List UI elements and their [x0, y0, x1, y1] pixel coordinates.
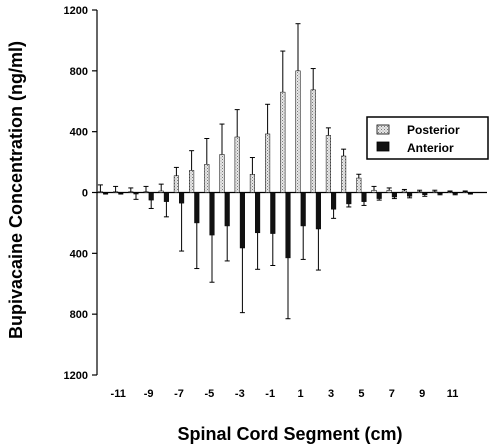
x-tick-label: 3	[328, 388, 334, 400]
posterior-bar	[417, 191, 423, 193]
anterior-bar	[346, 192, 352, 205]
y-tick-label: 400	[70, 127, 88, 139]
anterior-bar	[194, 192, 200, 224]
x-tick-label: -3	[235, 388, 245, 400]
posterior-bar	[371, 189, 377, 193]
anterior-bar	[376, 192, 382, 199]
posterior-bar	[97, 191, 103, 193]
posterior-bar	[265, 133, 271, 193]
legend-box	[366, 116, 489, 160]
anterior-bar	[467, 192, 473, 194]
anterior-bar	[103, 192, 109, 194]
anterior-bar	[285, 192, 291, 259]
x-tick-label: -1	[265, 388, 275, 400]
posterior-bar	[462, 191, 468, 193]
anterior-bar	[422, 192, 428, 196]
y-tick-label: 1200	[64, 370, 88, 382]
posterior-bar	[249, 174, 255, 193]
anterior-bar	[331, 192, 337, 210]
x-tick-label: -7	[174, 388, 184, 400]
posterior-bar	[341, 155, 347, 193]
posterior-bar	[189, 170, 195, 193]
anterior-bar	[118, 192, 124, 194]
y-tick-label: 0	[82, 188, 88, 200]
anterior-bar	[300, 192, 306, 227]
posterior-bar	[158, 190, 164, 193]
posterior-bar	[128, 191, 134, 193]
posterior-bar	[310, 89, 316, 193]
x-tick-label: -5	[205, 388, 215, 400]
posterior-bar	[401, 190, 407, 193]
posterior-bar	[219, 154, 225, 193]
y-tick-label: 800	[70, 309, 88, 321]
posterior-bar	[280, 91, 286, 193]
posterior-bar	[356, 177, 362, 193]
x-tick-label: -9	[144, 388, 154, 400]
legend: Posterior Anterior	[366, 116, 489, 160]
anterior-bar	[239, 192, 245, 249]
anterior-bar	[407, 192, 413, 197]
x-tick-label: 11	[447, 388, 459, 400]
anterior-bar	[148, 192, 154, 201]
x-axis-title: Spinal Cord Segment (cm)	[177, 424, 402, 444]
y-tick-label: 1200	[64, 5, 88, 17]
anterior-bar	[315, 192, 321, 230]
legend-swatch-posterior	[376, 124, 390, 135]
posterior-bar	[234, 136, 240, 193]
anterior-bar	[133, 192, 139, 195]
y-tick-label: 400	[70, 248, 88, 260]
anterior-bar	[452, 192, 458, 195]
y-tick-label: 800	[70, 66, 88, 78]
y-axis-title: Bupivacaine Concentration (ng/ml)	[6, 41, 26, 339]
anterior-bar	[361, 192, 367, 202]
x-tick-label: 7	[389, 388, 395, 400]
anterior-bar	[209, 192, 215, 236]
anterior-bar	[391, 192, 397, 198]
posterior-bar	[143, 191, 149, 193]
legend-label-anterior: Anterior	[407, 141, 454, 155]
posterior-bar	[432, 191, 438, 193]
x-tick-label: 9	[419, 388, 425, 400]
anterior-bar	[179, 192, 185, 204]
posterior-bar	[204, 164, 210, 193]
anterior-bar	[163, 192, 169, 202]
anterior-bar	[255, 192, 261, 234]
posterior-bar	[386, 189, 392, 193]
posterior-bar	[447, 191, 453, 193]
x-tick-label: 1	[298, 388, 304, 400]
posterior-bar	[325, 135, 331, 193]
x-tick-label: 5	[358, 388, 364, 400]
posterior-bar	[295, 70, 301, 193]
anterior-bar	[437, 192, 443, 195]
legend-swatch-anterior	[376, 141, 390, 152]
posterior-bar	[113, 191, 119, 193]
legend-label-posterior: Posterior	[407, 123, 460, 137]
x-tick-label: -11	[111, 388, 126, 400]
anterior-bar	[270, 192, 276, 234]
anterior-bar	[224, 192, 230, 227]
posterior-bar	[173, 175, 179, 193]
